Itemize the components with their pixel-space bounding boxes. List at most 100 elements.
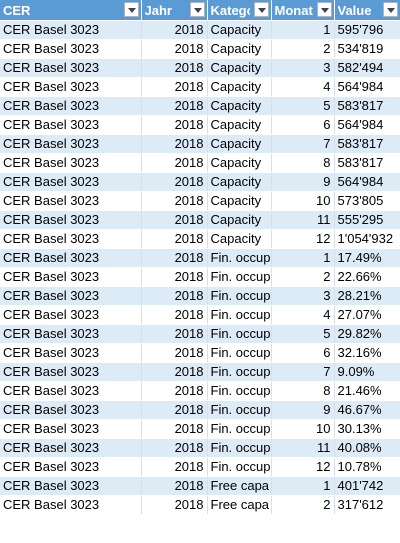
cer-cell[interactable]: CER Basel 3023 (0, 362, 142, 382)
jahr-cell[interactable]: 2018 (141, 134, 208, 154)
kategorie-cell[interactable]: Capacity (207, 134, 272, 154)
cer-cell[interactable]: CER Basel 3023 (0, 134, 142, 154)
kategorie-cell[interactable]: Fin. occup (207, 305, 272, 325)
value-cell[interactable]: 28.21% (334, 286, 400, 306)
value-cell[interactable]: 46.67% (334, 400, 400, 420)
monat-cell[interactable]: 11 (271, 438, 335, 458)
jahr-cell[interactable]: 2018 (141, 419, 208, 439)
cer-cell[interactable]: CER Basel 3023 (0, 153, 142, 173)
cer-cell[interactable]: CER Basel 3023 (0, 476, 142, 496)
jahr-cell[interactable]: 2018 (141, 476, 208, 496)
jahr-cell[interactable]: 2018 (141, 191, 208, 211)
kategorie-cell[interactable]: Free capa (207, 476, 272, 496)
monat-cell[interactable]: 8 (271, 153, 335, 173)
kategorie-cell[interactable]: Fin. occup (207, 343, 272, 363)
value-cell[interactable]: 317'612 (334, 495, 400, 515)
value-cell[interactable]: 564'984 (334, 172, 400, 192)
jahr-cell[interactable]: 2018 (141, 96, 208, 116)
value-cell[interactable]: 564'984 (334, 115, 400, 135)
kategorie-cell[interactable]: Fin. occup (207, 362, 272, 382)
cer-cell[interactable]: CER Basel 3023 (0, 39, 142, 59)
filter-dropdown-icon[interactable] (123, 2, 139, 17)
cer-cell[interactable]: CER Basel 3023 (0, 172, 142, 192)
jahr-cell[interactable]: 2018 (141, 267, 208, 287)
kategorie-cell[interactable]: Capacity (207, 20, 272, 40)
jahr-cell[interactable]: 2018 (141, 457, 208, 477)
cer-cell[interactable]: CER Basel 3023 (0, 267, 142, 287)
monat-cell[interactable]: 12 (271, 457, 335, 477)
monat-cell[interactable]: 11 (271, 210, 335, 230)
value-cell[interactable]: 564'984 (334, 77, 400, 97)
value-cell[interactable]: 583'817 (334, 134, 400, 154)
monat-cell[interactable]: 4 (271, 77, 335, 97)
monat-cell[interactable]: 5 (271, 96, 335, 116)
value-cell[interactable]: 582'494 (334, 58, 400, 78)
monat-cell[interactable]: 3 (271, 286, 335, 306)
value-cell[interactable]: 29.82% (334, 324, 400, 344)
jahr-cell[interactable]: 2018 (141, 172, 208, 192)
kategorie-cell[interactable]: Capacity (207, 96, 272, 116)
value-cell[interactable]: 1'054'932 (334, 229, 400, 249)
cer-cell[interactable]: CER Basel 3023 (0, 58, 142, 78)
monat-cell[interactable]: 9 (271, 400, 335, 420)
kategorie-cell[interactable]: Capacity (207, 210, 272, 230)
kategorie-cell[interactable]: Capacity (207, 39, 272, 59)
value-cell[interactable]: 534'819 (334, 39, 400, 59)
jahr-cell[interactable]: 2018 (141, 20, 208, 40)
monat-cell[interactable]: 12 (271, 229, 335, 249)
monat-cell[interactable]: 2 (271, 39, 335, 59)
monat-cell[interactable]: 1 (271, 248, 335, 268)
kategorie-cell[interactable]: Fin. occup (207, 438, 272, 458)
monat-cell[interactable]: 2 (271, 495, 335, 515)
value-cell[interactable]: 32.16% (334, 343, 400, 363)
monat-cell[interactable]: 1 (271, 476, 335, 496)
jahr-cell[interactable]: 2018 (141, 248, 208, 268)
jahr-cell[interactable]: 2018 (141, 77, 208, 97)
value-cell[interactable]: 10.78% (334, 457, 400, 477)
filter-dropdown-icon[interactable] (382, 2, 398, 17)
kategorie-cell[interactable]: Fin. occup (207, 457, 272, 477)
kategorie-cell[interactable]: Capacity (207, 172, 272, 192)
cer-cell[interactable]: CER Basel 3023 (0, 400, 142, 420)
monat-cell[interactable]: 3 (271, 58, 335, 78)
monat-cell[interactable]: 7 (271, 362, 335, 382)
jahr-cell[interactable]: 2018 (141, 343, 208, 363)
monat-cell[interactable]: 2 (271, 267, 335, 287)
cer-cell[interactable]: CER Basel 3023 (0, 20, 142, 40)
jahr-cell[interactable]: 2018 (141, 305, 208, 325)
value-cell[interactable]: 555'295 (334, 210, 400, 230)
monat-cell[interactable]: 8 (271, 381, 335, 401)
jahr-cell[interactable]: 2018 (141, 210, 208, 230)
value-cell[interactable]: 401'742 (334, 476, 400, 496)
kategorie-cell[interactable]: Capacity (207, 58, 272, 78)
monat-cell[interactable]: 1 (271, 20, 335, 40)
filter-dropdown-icon[interactable] (253, 2, 269, 17)
value-cell[interactable]: 583'817 (334, 96, 400, 116)
monat-cell[interactable]: 5 (271, 324, 335, 344)
jahr-cell[interactable]: 2018 (141, 58, 208, 78)
value-cell[interactable]: 27.07% (334, 305, 400, 325)
kategorie-cell[interactable]: Capacity (207, 153, 272, 173)
value-cell[interactable]: 17.49% (334, 248, 400, 268)
cer-cell[interactable]: CER Basel 3023 (0, 381, 142, 401)
monat-cell[interactable]: 10 (271, 191, 335, 211)
kategorie-cell[interactable]: Free capa (207, 495, 272, 515)
cer-cell[interactable]: CER Basel 3023 (0, 343, 142, 363)
value-cell[interactable]: 30.13% (334, 419, 400, 439)
cer-cell[interactable]: CER Basel 3023 (0, 96, 142, 116)
value-cell[interactable]: 583'817 (334, 153, 400, 173)
jahr-cell[interactable]: 2018 (141, 286, 208, 306)
kategorie-cell[interactable]: Capacity (207, 115, 272, 135)
value-cell[interactable]: 595'796 (334, 20, 400, 40)
jahr-cell[interactable]: 2018 (141, 39, 208, 59)
cer-cell[interactable]: CER Basel 3023 (0, 229, 142, 249)
jahr-cell[interactable]: 2018 (141, 153, 208, 173)
jahr-cell[interactable]: 2018 (141, 362, 208, 382)
value-cell[interactable]: 573'805 (334, 191, 400, 211)
kategorie-cell[interactable]: Fin. occup (207, 419, 272, 439)
filter-dropdown-icon[interactable] (189, 2, 205, 17)
cer-cell[interactable]: CER Basel 3023 (0, 324, 142, 344)
kategorie-cell[interactable]: Fin. occup (207, 381, 272, 401)
value-cell[interactable]: 22.66% (334, 267, 400, 287)
monat-cell[interactable]: 10 (271, 419, 335, 439)
